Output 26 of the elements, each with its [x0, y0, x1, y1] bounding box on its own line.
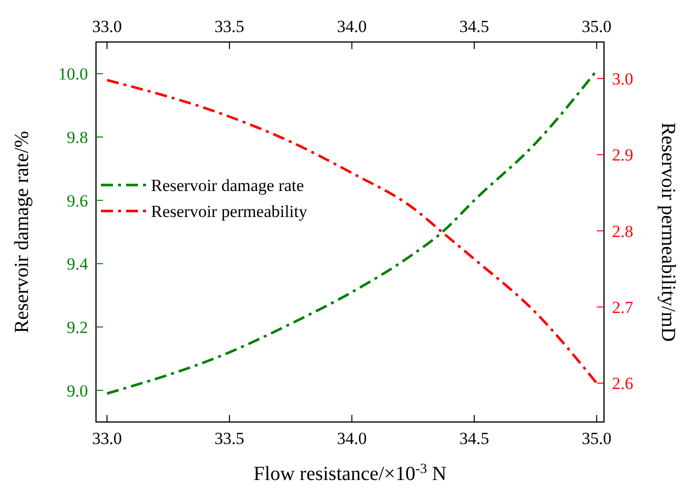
x-tick-label: 35.0 [582, 17, 612, 36]
y-tick-label: 9.4 [66, 254, 88, 274]
legend-label: Reservoir permeability [151, 202, 308, 221]
y-tick-label: 9.2 [66, 318, 88, 337]
x2-tick-label: 34.0 [336, 429, 367, 448]
y2-tick-label: 3.0 [612, 70, 634, 89]
y-tick-label: 9.6 [66, 191, 88, 210]
y-tick-label: 10.0 [58, 64, 88, 84]
y2-axis-title: Reservoir permeability/mD [657, 122, 679, 342]
legend-label: Reservoir damage rate [151, 176, 304, 195]
x2-tick-label: 33.0 [92, 429, 122, 448]
y2-tick-label: 2.6 [612, 374, 634, 394]
x2-tick-label: 34.5 [459, 429, 490, 448]
y-tick-label: 9.8 [66, 128, 88, 147]
x-tick-label: 34.5 [459, 17, 490, 36]
x-tick-label: 34.0 [336, 17, 367, 36]
y2-tick-label: 2.9 [612, 146, 634, 165]
x-axis-title: Flow resistance/×10$^{-3}$ N [254, 462, 446, 485]
y-axis-title: Reservoir damage rate/% [11, 130, 33, 334]
x-tick-label: 33.0 [92, 17, 122, 36]
y-tick-label: 9.0 [66, 381, 88, 400]
y2-tick-label: 2.8 [612, 222, 634, 241]
y2-tick-label: 2.7 [612, 298, 634, 318]
x2-tick-label: 33.5 [214, 429, 244, 448]
x2-tick-label: 35.0 [582, 429, 612, 448]
x-tick-label: 33.5 [214, 17, 244, 36]
